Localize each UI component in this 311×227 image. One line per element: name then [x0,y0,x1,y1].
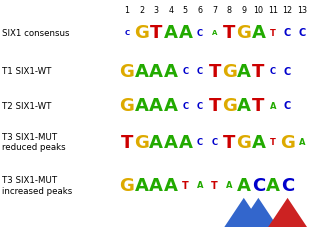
Text: C: C [211,137,218,146]
Text: A: A [237,97,251,114]
Text: C: C [197,137,203,146]
Text: A: A [149,63,163,80]
Text: 1: 1 [124,6,130,15]
Text: G: G [222,63,237,80]
Text: G: G [120,176,134,194]
Text: T: T [211,180,218,190]
Text: A: A [197,180,203,190]
Text: C: C [252,176,265,194]
Text: T: T [223,24,235,42]
Text: A: A [149,97,163,114]
Text: T: T [208,97,221,114]
Text: 9: 9 [241,6,246,15]
Text: A: A [135,97,149,114]
Text: A: A [179,24,192,42]
Text: A: A [164,24,178,42]
Text: A: A [212,30,217,36]
Text: 7: 7 [212,6,217,15]
Text: 8: 8 [227,6,232,15]
Text: 11: 11 [268,6,278,15]
Text: A: A [251,24,265,42]
Text: T: T [252,63,265,80]
Text: 10: 10 [253,6,263,15]
Text: A: A [270,101,276,110]
Text: T1 SIX1-WT: T1 SIX1-WT [2,67,51,76]
Text: A: A [266,176,280,194]
Text: T: T [150,24,162,42]
Text: A: A [164,97,178,114]
Text: C: C [281,176,294,194]
Text: C: C [284,67,291,76]
Text: SIX1 consensus: SIX1 consensus [2,28,69,37]
Text: T: T [223,133,235,151]
Text: G: G [120,97,134,114]
Text: G: G [280,133,295,151]
Text: A: A [135,63,149,80]
Text: G: G [134,133,149,151]
Text: A: A [164,63,178,80]
Text: A: A [149,133,163,151]
Text: A: A [226,180,232,190]
Text: T3 SIX1-MUT
increased peaks: T3 SIX1-MUT increased peaks [2,175,72,195]
Text: A: A [299,137,305,146]
Text: T: T [252,97,265,114]
Text: A: A [237,176,251,194]
Text: C: C [124,30,130,36]
Text: 3: 3 [154,6,159,15]
Text: G: G [120,63,134,80]
Text: 2: 2 [139,6,144,15]
Text: C: C [284,28,291,38]
Text: 5: 5 [183,6,188,15]
Text: 13: 13 [297,6,307,15]
Text: C: C [299,28,306,38]
Text: T2 SIX1-WT: T2 SIX1-WT [2,101,51,110]
Text: A: A [164,133,178,151]
Text: A: A [251,133,265,151]
Text: A: A [135,176,149,194]
Text: A: A [237,63,251,80]
Text: T: T [270,28,276,37]
Text: 6: 6 [197,6,202,15]
Text: C: C [197,28,203,37]
Text: T: T [182,180,189,190]
Text: A: A [164,176,178,194]
Text: 4: 4 [168,6,173,15]
Text: C: C [182,101,188,110]
Text: T3 SIX1-MUT
reduced peaks: T3 SIX1-MUT reduced peaks [2,132,65,152]
Text: T: T [121,133,133,151]
Text: G: G [134,24,149,42]
Text: C: C [197,67,203,76]
Text: T: T [270,137,276,146]
Text: C: C [197,101,203,110]
Text: C: C [284,101,291,111]
Text: A: A [179,133,192,151]
Text: C: C [182,67,188,76]
Text: G: G [236,133,251,151]
Text: G: G [236,24,251,42]
Text: C: C [270,67,276,76]
Text: 12: 12 [282,6,293,15]
Text: A: A [149,176,163,194]
Text: G: G [222,97,237,114]
Text: T: T [208,63,221,80]
